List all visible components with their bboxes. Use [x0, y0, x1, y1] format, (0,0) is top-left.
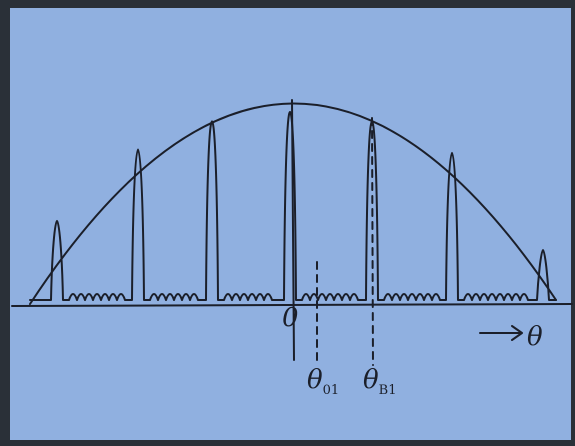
axis-label: θ: [527, 322, 543, 352]
subscript: B1: [379, 383, 397, 398]
symbol: θ: [363, 365, 379, 395]
origin-label: 0: [282, 303, 299, 333]
sketch: 0 θ01 θB1 θ: [0, 0, 575, 446]
subscript: 01: [323, 383, 340, 398]
paper: [10, 8, 571, 440]
symbol: θ: [307, 365, 323, 395]
